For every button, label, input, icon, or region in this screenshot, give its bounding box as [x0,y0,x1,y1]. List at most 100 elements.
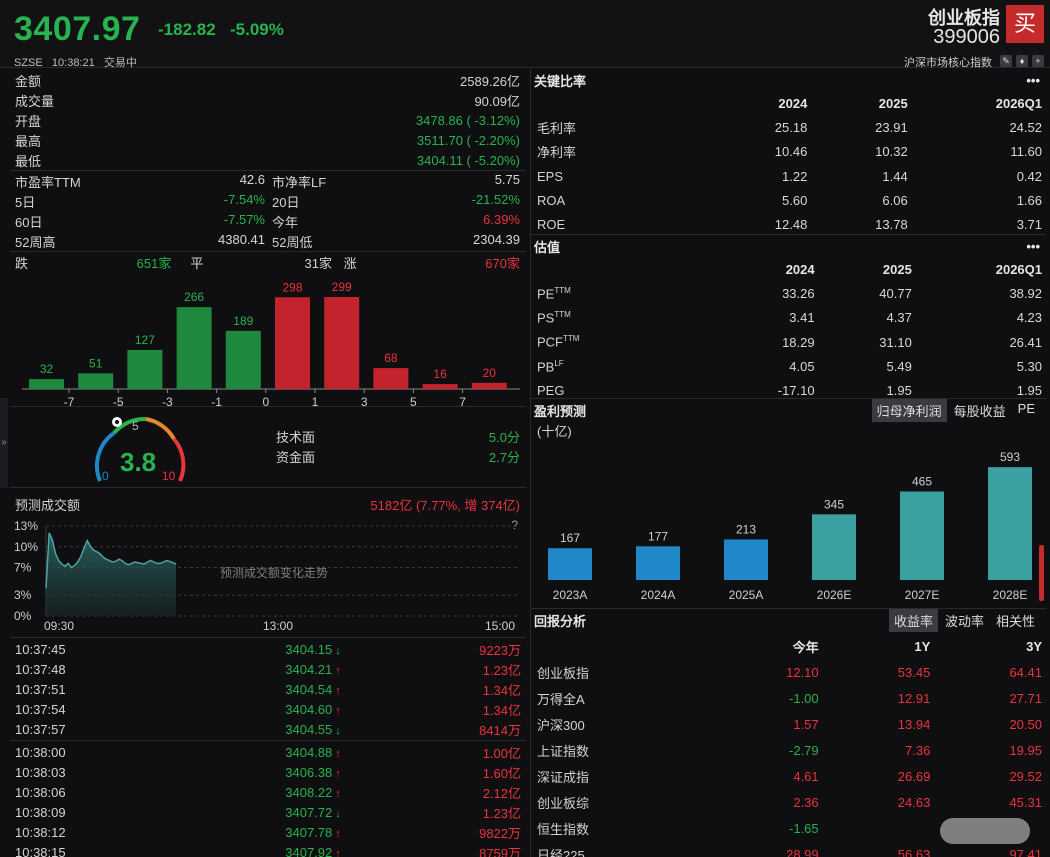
stat-value: 5.75 [494,171,520,187]
row-name: 上证指数 [537,743,590,759]
row-label: ROA [531,188,711,212]
dist-bar-label: 299 [332,280,352,294]
down-count: 651家 [136,255,172,271]
plus-icon[interactable]: + [1032,55,1044,67]
collapse-handle[interactable]: » [0,398,8,488]
tick-price-value: 3407.72 [285,804,333,820]
down-label: 跌 [15,255,29,271]
tab-0[interactable]: 归母净利润 [871,398,947,422]
forecast-chart: 13% 10% 7% 3% 0% 预测成交额变化走势 09:30 13:00 15:00 [14,519,518,633]
row-sup: LF [554,358,564,368]
tick-price-value: 3404.88 [285,744,333,760]
col-header: 3Y [1026,638,1042,654]
arrow-up-icon: ↑ [335,704,341,717]
table-cell: 7.36 [905,742,931,758]
arrow-up-icon: ↑ [335,684,341,697]
tick-list: 10:37:45 3404.15 ↓ 9223万 10:37:48 3404.21 ↑ 1.2… [10,637,526,857]
up-count: 670家 [485,255,520,271]
tick-time: 10:37:45 [15,641,66,657]
table-cell: 4.61 [793,768,819,784]
row-label: ROE [531,212,711,236]
tick-volume: 8759万 [479,845,522,857]
table-cell: 23.91 [875,119,908,135]
table-cell: 53.45 [897,664,931,680]
tick-time: 10:38:15 [15,844,66,857]
earnings-bar [548,548,592,580]
stat-value: -21.52% [471,191,520,207]
dist-bar-label: 266 [184,290,204,304]
earnings-title: 盈利预测 [534,403,587,419]
tab-1[interactable]: 波动率 [944,613,984,629]
tick-row: 10:38:15 3407.92 ↑ 8759万 [10,842,526,857]
forecast-line [45,532,177,589]
left-panel: 金额 2589.26亿 成交量 90.09亿 开盘 3478.86 ( -3.12%)… [10,69,526,415]
table-cell: 40.77 [879,285,912,301]
returns-panel: 回报分析 收益率 波动率 相关性 今年 1Y 3Y 创业板指 12.10 53.45 64.41… [530,608,1046,857]
tick-time: 10:37:48 [15,661,66,677]
table-cell: 25.18 [774,119,808,135]
stat-label: 52周高 [15,234,56,250]
bell-icon[interactable]: ♦ [1016,55,1028,67]
tab-2[interactable]: PE [1017,400,1035,416]
tick-volume: 1.23亿 [482,805,522,821]
more-icon[interactable]: ••• [1026,238,1040,254]
tick-row: 10:38:03 3406.38 ↑ 1.60亿 [10,762,526,782]
scroll-indicator[interactable] [1039,545,1044,601]
more-icon[interactable]: ••• [1026,72,1040,88]
table-cell: 5.30 [1016,358,1042,374]
stats-row: 60日 -7.57% 今年 6.39% [10,211,526,231]
help-icon[interactable]: ? [511,518,518,532]
low-value: 3404.11 ( -5.20%) [416,152,520,168]
stat-value: 4380.41 [218,231,265,247]
earnings-category-label: 2023A [553,588,588,602]
col-header: 2025 [878,95,908,111]
table-cell: 45.31 [1009,794,1042,810]
arrow-down-icon: ↓ [335,807,341,820]
table-row: ROE 12.48 13.78 3.71 [531,212,1046,236]
buy-button[interactable]: 买 [1006,5,1044,43]
arrow-down-icon: ↓ [335,724,341,737]
stat-label: 市盈率TTM [15,174,81,190]
y-tick-label: 10% [14,540,38,554]
dist-bar-label: 32 [40,362,54,376]
table-cell: 28.99 [786,846,819,857]
table-row: 日经225 28.99 56.63 97.41 [531,841,1046,857]
tab-2[interactable]: 相关性 [995,613,1035,629]
earnings-category-label: 2026E [817,588,852,602]
stat-label: 60日 [15,214,43,230]
earnings-bar [812,514,856,580]
table-cell: 19.95 [1009,742,1042,758]
table-cell: 4.37 [886,310,912,326]
row-label: 沪深300 [531,711,711,737]
table-cell: 24.63 [897,794,931,810]
gauge-mid: 5 [132,419,139,433]
row-label: 恒生指数 [531,815,711,841]
row-name: PEG [537,383,565,399]
x-tick-label: 13:00 [263,619,293,633]
tick-price: 3406.38 ↑ [154,765,383,780]
row-name: 深证成指 [537,769,590,785]
tech-score: 5.0分 [488,430,520,445]
tick-row: 10:38:12 3407.78 ↑ 9822万 [10,822,526,842]
edit-icon[interactable]: ✎ [1000,55,1012,67]
tick-price: 3404.15 ↓ [154,642,383,657]
dist-tick-label: 5 [410,395,417,409]
tab-1[interactable]: 每股收益 [953,403,1006,419]
table-cell: 64.41 [1009,664,1042,680]
dist-bar [176,307,212,389]
row-label: EPS [531,164,711,188]
y-tick-label: 7% [14,561,32,575]
earnings-bar-label: 465 [912,475,932,489]
tick-row: 10:37:45 3404.15 ↓ 9223万 [10,639,526,659]
table-cell: 29.52 [1009,768,1042,784]
row-name: 净利率 [537,145,577,161]
arrow-up-icon: ↑ [335,747,341,760]
table-cell: -1.65 [789,820,819,836]
tick-volume: 1.60亿 [482,765,522,781]
row-name: 毛利率 [537,120,577,136]
tab-0[interactable]: 收益率 [888,608,938,632]
table-cell: 6.06 [882,192,908,208]
table-row: PEG -17.10 1.95 1.95 [531,378,1046,402]
last-price: 3407.97 [14,10,141,48]
table-row: 创业板指 12.10 53.45 64.41 [531,659,1046,685]
